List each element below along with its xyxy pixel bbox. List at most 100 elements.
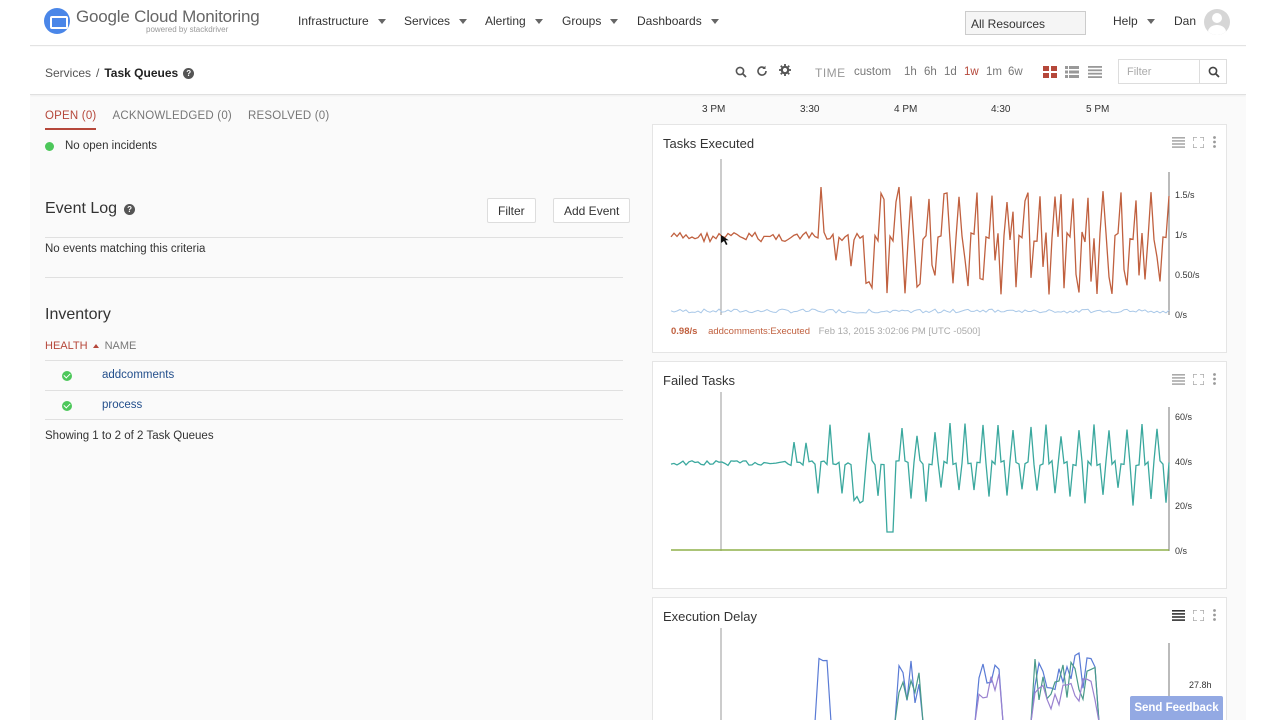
nav-dashboards[interactable]: Dashboards — [637, 14, 719, 28]
chart-title: Tasks Executed — [663, 136, 755, 151]
chart-card-failed-tasks: Failed Tasks 60/s 40/s 20/s 0/s — [652, 361, 1227, 589]
help-label: Help — [1113, 14, 1138, 28]
divider — [45, 237, 623, 238]
nav-alerting[interactable]: Alerting — [485, 14, 543, 28]
y-tick: 0/s — [1175, 546, 1188, 556]
no-incidents-message: No open incidents — [65, 140, 158, 152]
chevron-down-icon — [710, 18, 719, 24]
chart-actions — [1172, 136, 1216, 148]
expand-icon[interactable] — [1193, 136, 1204, 148]
chart-actions — [1172, 373, 1216, 385]
brand-powered-by: powered by stackdriver — [146, 25, 229, 34]
divider — [45, 390, 623, 391]
range-6w[interactable]: 6w — [1008, 66, 1023, 78]
legend-toggle-icon[interactable] — [1172, 136, 1185, 148]
column-name[interactable]: NAME — [104, 340, 137, 352]
cloud-monitoring-icon — [44, 8, 70, 34]
range-1d[interactable]: 1d — [944, 66, 957, 78]
inventory-row-process[interactable]: process — [102, 399, 143, 411]
more-vert-icon[interactable] — [1213, 136, 1216, 148]
list-view-icon[interactable] — [1065, 66, 1079, 78]
resources-selector[interactable]: All Resources — [965, 11, 1086, 35]
page-title: Task Queues — [104, 66, 179, 80]
breadcrumb-services[interactable]: Services — [45, 66, 92, 80]
legend-toggle-icon[interactable] — [1172, 609, 1185, 621]
status-ok-icon — [45, 141, 54, 151]
expand-icon[interactable] — [1193, 609, 1204, 621]
y-tick: 40/s — [1175, 457, 1193, 467]
y-tick: 27.8h — [1189, 680, 1212, 690]
divider — [45, 360, 623, 361]
column-health[interactable]: HEALTH — [45, 340, 88, 352]
top-navbar: Google Cloud Monitoring powered by stack… — [30, 0, 1246, 46]
incidents-status: No open incidents — [45, 140, 157, 152]
chevron-down-icon — [1146, 18, 1155, 24]
send-feedback-button[interactable]: Send Feedback — [1130, 696, 1223, 720]
nav-services[interactable]: Services — [404, 14, 468, 28]
user-name-label: Dan — [1174, 14, 1197, 28]
chevron-down-icon — [377, 18, 386, 24]
add-event-button[interactable]: Add Event — [553, 198, 631, 223]
help-icon[interactable]: ? — [124, 203, 136, 215]
expand-icon[interactable] — [1193, 373, 1204, 385]
more-vert-icon[interactable] — [1213, 609, 1216, 621]
breadcrumb: Services / Task Queues ? — [45, 66, 195, 80]
chart-title: Failed Tasks — [663, 373, 736, 388]
series-executed-baseline — [670, 308, 1170, 314]
tasks-executed-plot[interactable] — [653, 125, 1228, 354]
legend-toggle-icon[interactable] — [1172, 373, 1185, 385]
range-custom[interactable]: custom — [854, 66, 892, 78]
series-delay-b — [894, 659, 1100, 720]
y-tick: 1.5/s — [1175, 190, 1195, 200]
y-tick: 20/s — [1175, 501, 1193, 511]
chart-legend: 0.98/s addcomments:Executed Feb 13, 2015… — [671, 326, 980, 337]
divider — [45, 419, 623, 420]
y-tick: 0/s — [1175, 310, 1188, 320]
time-tick: 4 PM — [894, 104, 918, 115]
event-log-empty: No events matching this criteria — [45, 243, 206, 255]
help-menu[interactable]: Help — [1113, 14, 1155, 28]
range-1m[interactable]: 1m — [986, 66, 1002, 78]
nav-label: Alerting — [485, 14, 526, 28]
help-icon[interactable]: ? — [183, 67, 195, 79]
range-1w[interactable]: 1w — [964, 66, 979, 78]
chart-card-tasks-executed: Tasks Executed 1.5/s 1/s 0.50/s 0/s 0.98… — [652, 124, 1227, 353]
failed-tasks-plot[interactable] — [653, 362, 1228, 590]
grid-view-icon[interactable] — [1043, 66, 1057, 78]
sub-toolbar: Services / Task Queues ? TIME custom 1h … — [30, 47, 1246, 95]
gear-icon[interactable] — [779, 64, 791, 76]
inventory-row-addcomments[interactable]: addcomments — [102, 369, 175, 381]
chart-filter-input[interactable]: Filter — [1118, 59, 1200, 84]
breadcrumb-separator: / — [96, 66, 100, 80]
y-tick: 1/s — [1175, 230, 1188, 240]
inventory-title: Inventory — [45, 306, 111, 323]
nav-label: Services — [404, 14, 451, 28]
health-ok-icon — [62, 371, 72, 381]
filter-search-button[interactable] — [1199, 59, 1227, 84]
nav-infrastructure[interactable]: Infrastructure — [298, 14, 386, 28]
nav-groups[interactable]: Groups — [562, 14, 619, 28]
range-6h[interactable]: 6h — [924, 66, 937, 78]
search-icon — [1208, 66, 1220, 78]
time-tick: 5 PM — [1086, 104, 1110, 115]
more-vert-icon[interactable] — [1213, 373, 1216, 385]
range-1h[interactable]: 1h — [904, 66, 917, 78]
time-tick: 3:30 — [800, 104, 820, 115]
app-window: Google Cloud Monitoring powered by stack… — [30, 0, 1246, 720]
chevron-down-icon — [459, 18, 468, 24]
series-delay-a — [814, 651, 1100, 720]
refresh-icon[interactable] — [756, 65, 768, 77]
tab-open[interactable]: OPEN (0) — [45, 110, 97, 130]
search-icon[interactable] — [735, 66, 747, 78]
avatar[interactable] — [1204, 9, 1230, 35]
brand-logo[interactable]: Google Cloud Monitoring powered by stack… — [44, 7, 260, 34]
tab-resolved[interactable]: RESOLVED (0) — [247, 110, 330, 122]
series-delay-c — [974, 673, 1100, 720]
incident-tabs: OPEN (0) ACKNOWLEDGED (0) RESOLVED (0) — [45, 110, 345, 130]
tab-acknowledged[interactable]: ACKNOWLEDGED (0) — [112, 110, 232, 122]
mouse-cursor — [721, 235, 729, 245]
event-filter-button[interactable]: Filter — [487, 198, 536, 223]
nav-label: Groups — [562, 14, 602, 28]
user-name[interactable]: Dan — [1174, 14, 1196, 28]
compact-view-icon[interactable] — [1088, 66, 1102, 78]
